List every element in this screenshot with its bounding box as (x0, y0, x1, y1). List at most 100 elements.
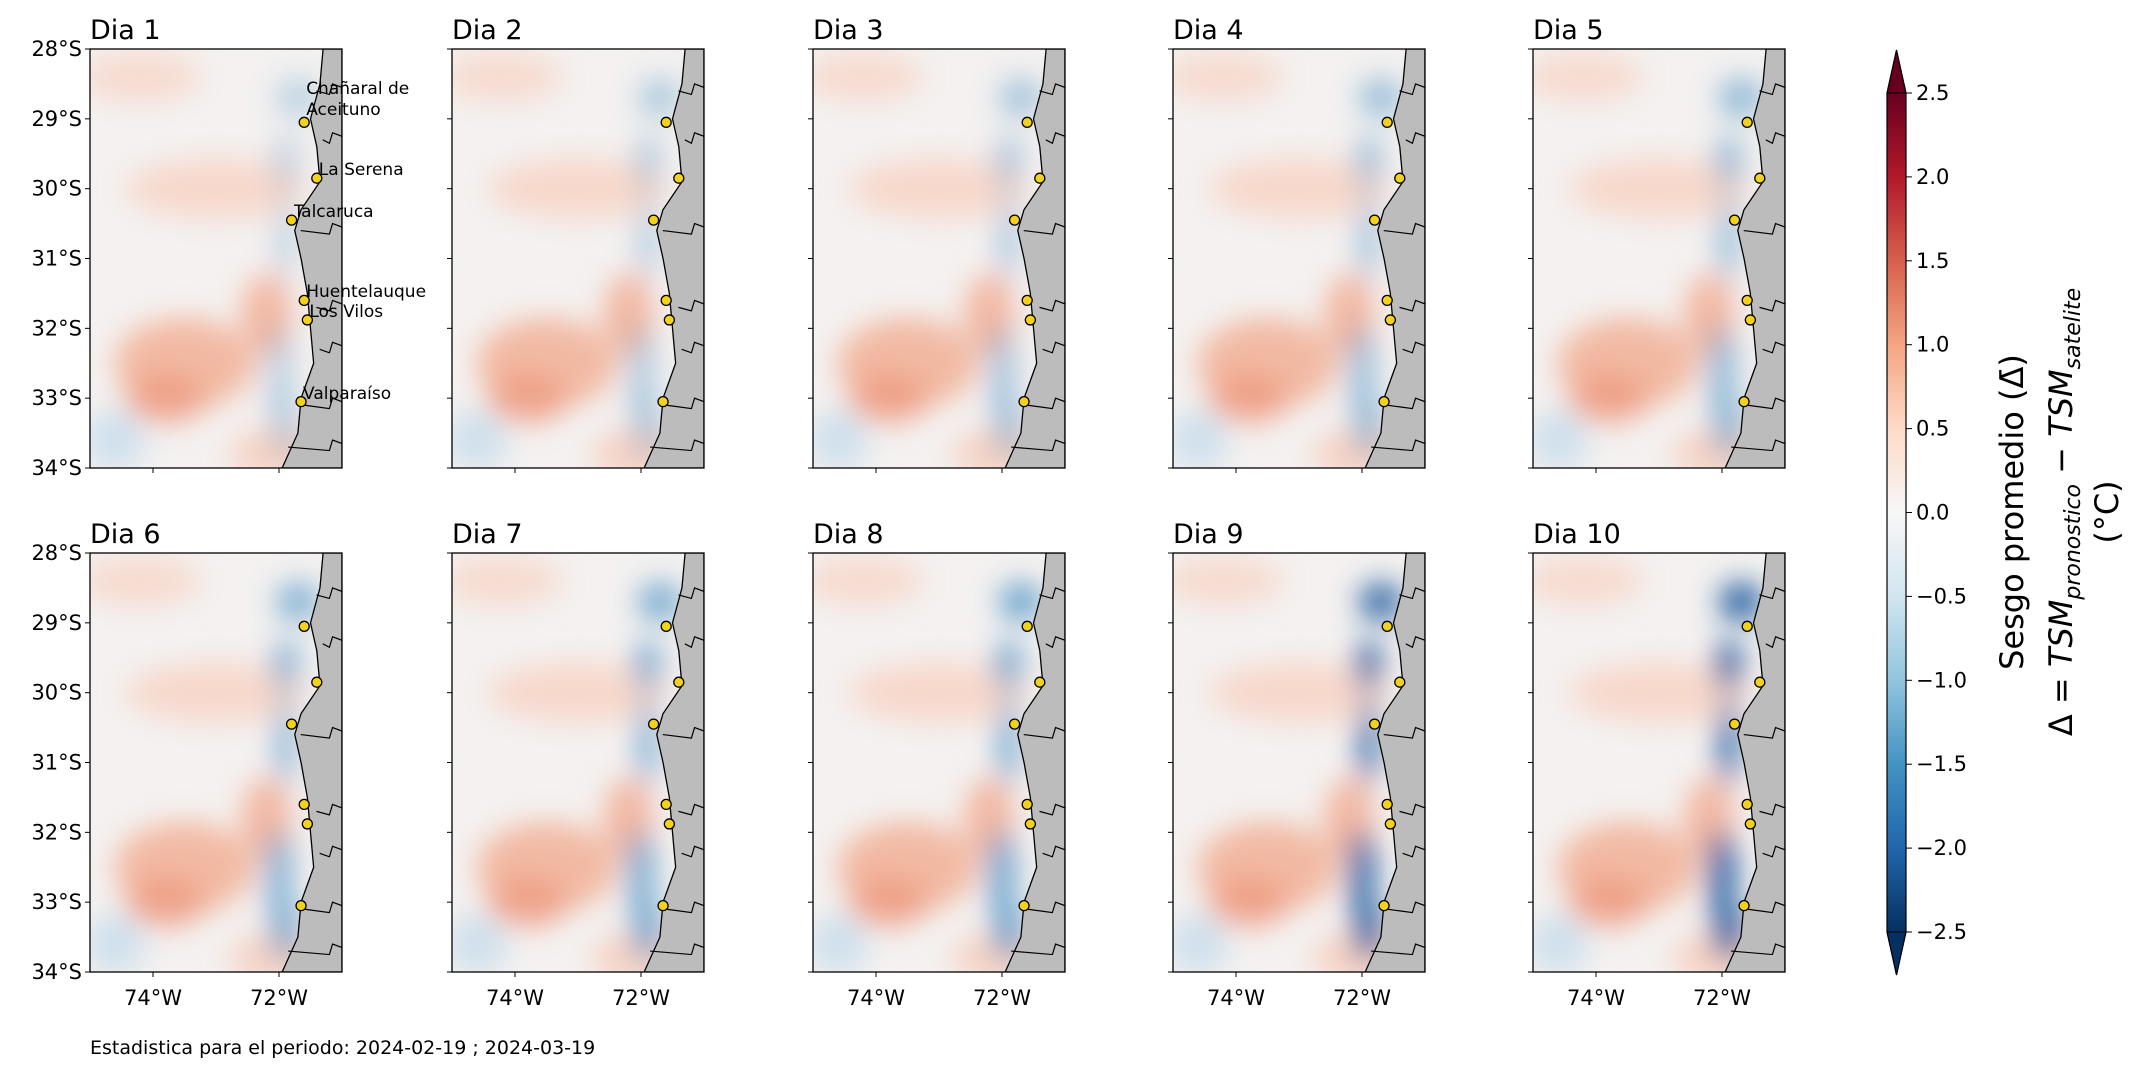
y-tick-label: 30°S (31, 681, 82, 705)
city-label: Chañaral de Aceituno (306, 79, 410, 121)
city-marker (311, 676, 323, 688)
city-label-box: Los Vilos (309, 302, 383, 322)
border (1045, 636, 1065, 649)
warm-blob (1569, 158, 1749, 219)
land (1004, 49, 1065, 468)
cool-blob (998, 581, 1043, 622)
border (681, 341, 704, 354)
border (684, 636, 704, 649)
map-panel: Dia 2 (447, 15, 705, 473)
y-tick-label: 33°S (31, 890, 82, 914)
map-panel: Dia 10 74°W 72°W (1528, 519, 1786, 1010)
cool-blob (631, 396, 664, 457)
cool-blob (1352, 396, 1385, 457)
warm-blob (813, 51, 924, 102)
cool-blob (1358, 581, 1403, 622)
cool-blob (265, 325, 293, 416)
panel-title: Dia 4 (1173, 15, 1244, 46)
y-tick-label: 32°S (31, 820, 82, 844)
x-tick-label: 74°W (124, 986, 182, 1010)
cool-blob (633, 639, 662, 690)
y-tick-label: 31°S (31, 751, 82, 775)
warm-blob (1173, 914, 1229, 972)
colorbar (1887, 93, 1906, 932)
warm-blob (1173, 555, 1284, 606)
city-marker (1741, 620, 1753, 632)
city-marker (1741, 116, 1753, 128)
panel-title: Dia 5 (1533, 15, 1604, 46)
border (1762, 845, 1785, 858)
border (1746, 397, 1785, 410)
city-marker (301, 314, 314, 326)
cool-blob (1348, 325, 1376, 416)
warm-blob (849, 662, 1029, 723)
border (678, 299, 704, 312)
city-marker (301, 818, 314, 830)
land (1364, 49, 1425, 468)
city-label: Valparaíso (303, 383, 392, 404)
formula-part: TSM (2042, 369, 2080, 436)
border (1402, 341, 1425, 354)
border (1042, 845, 1065, 858)
warm-blob (1569, 662, 1749, 723)
field (452, 553, 704, 972)
cool-blob (992, 396, 1025, 457)
cool-blob (269, 396, 302, 457)
warm-blob (1568, 877, 1649, 928)
border (1405, 636, 1425, 649)
warm-blob (813, 410, 869, 468)
field-blobs (813, 51, 1052, 468)
field (1173, 553, 1425, 972)
warm-blob (452, 51, 563, 102)
map-panel: Dia 9 74°W 72°W (1168, 519, 1426, 1010)
colorbar-extend-bottom (1886, 931, 1907, 976)
field (452, 49, 704, 468)
field (813, 49, 1065, 468)
city-marker (285, 718, 298, 730)
land (1364, 553, 1425, 972)
border (1011, 439, 1065, 452)
border (1731, 439, 1785, 452)
cool-blob (637, 192, 658, 283)
city-marker (1034, 172, 1046, 184)
y-tick-label: 33°S (31, 386, 82, 410)
city-marker (1728, 718, 1741, 730)
city-marker (660, 294, 672, 307)
cool-blob (1708, 325, 1736, 416)
border (1039, 587, 1065, 600)
city-label-box: Chañaral de Aceituno (306, 79, 410, 121)
border (1023, 726, 1065, 739)
city-marker (663, 314, 675, 326)
warm-blob (1568, 373, 1649, 424)
city-marker (1008, 718, 1021, 730)
border (1399, 83, 1425, 96)
field (813, 553, 1065, 972)
border (1023, 222, 1065, 235)
cool-blob (1718, 696, 1739, 787)
map-panel: Dia 4 (1168, 15, 1426, 473)
warm-blob (1209, 158, 1389, 219)
cool-blob (998, 77, 1043, 118)
city-marker (1384, 818, 1396, 830)
colorbar-tick-label: −0.5 (1916, 584, 1967, 608)
border (684, 132, 704, 145)
border (316, 83, 342, 96)
cool-blob (1718, 77, 1763, 118)
formula-part: − (2042, 437, 2080, 484)
x-tick-label: 74°W (1207, 986, 1265, 1010)
city-marker (673, 172, 685, 184)
cool-blob (994, 639, 1023, 690)
colorbar-label: Sesgo promedio (Δ̄) (1993, 354, 2031, 670)
cool-blob (1712, 900, 1745, 961)
city-marker (1754, 676, 1766, 688)
border (1762, 341, 1785, 354)
warm-blob (1208, 877, 1289, 928)
city-marker (295, 900, 307, 912)
x-tick-label: 72°W (1693, 986, 1751, 1010)
colorbar-tick-label: 1.5 (1916, 249, 1949, 273)
city-label-box: Valparaíso (303, 383, 392, 404)
y-tick-label: 30°S (31, 177, 82, 201)
field-blobs (452, 555, 691, 972)
border (316, 803, 342, 816)
city-marker (1384, 314, 1396, 326)
